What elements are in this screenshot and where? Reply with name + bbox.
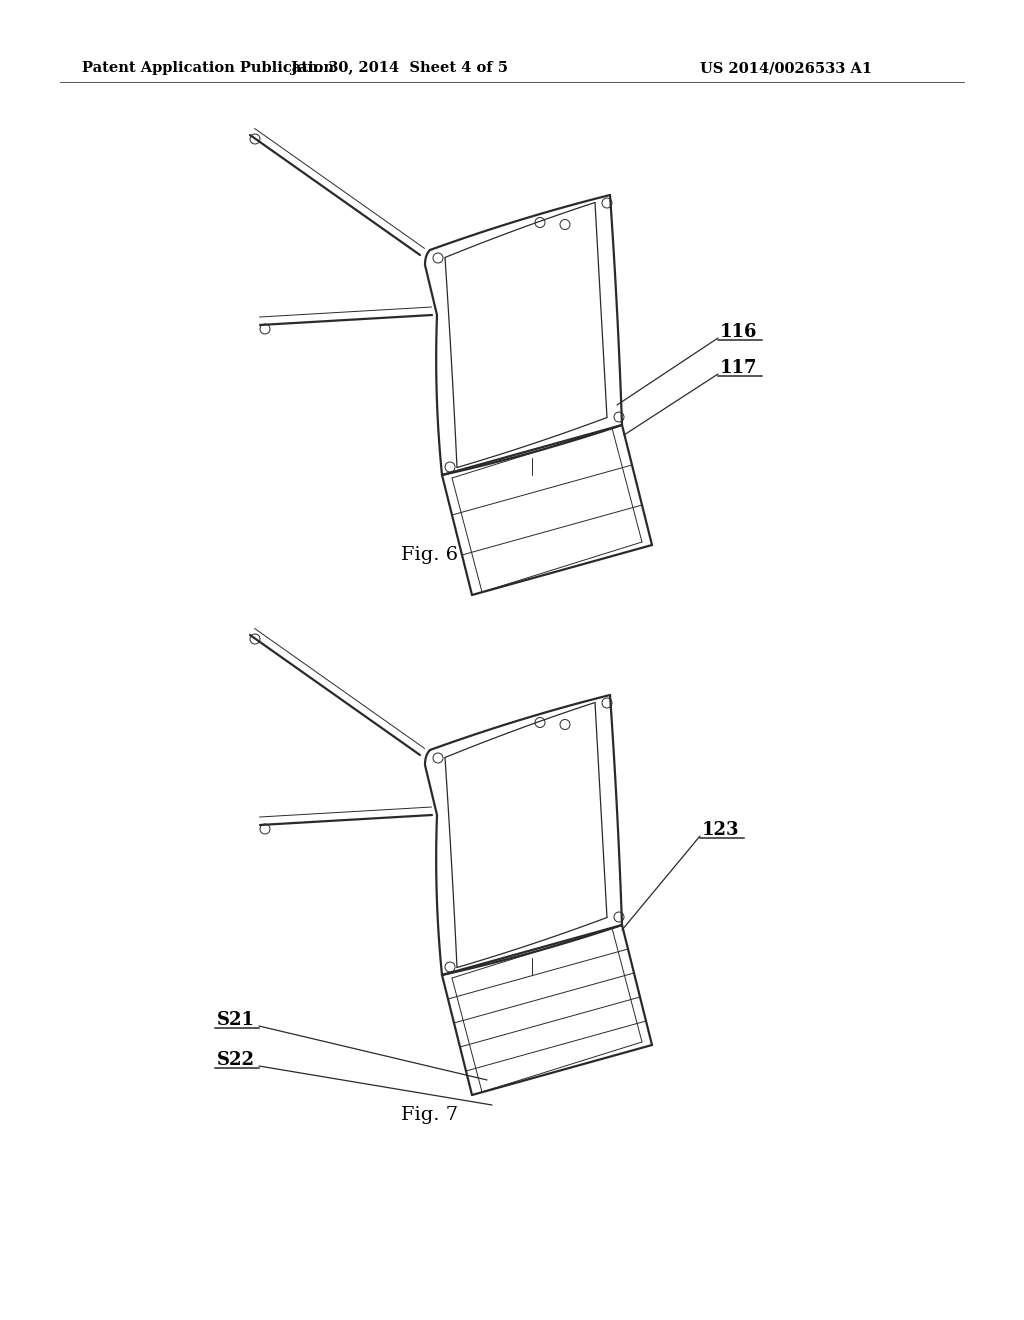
Text: 116: 116: [720, 323, 758, 341]
Text: Fig. 6: Fig. 6: [401, 546, 459, 564]
Text: Fig. 7: Fig. 7: [401, 1106, 459, 1125]
Text: 117: 117: [720, 359, 758, 378]
Text: S22: S22: [217, 1051, 255, 1069]
Text: Patent Application Publication: Patent Application Publication: [82, 61, 334, 75]
Text: US 2014/0026533 A1: US 2014/0026533 A1: [700, 61, 872, 75]
Text: 123: 123: [702, 821, 739, 840]
Text: S21: S21: [217, 1011, 255, 1030]
Text: Jan. 30, 2014  Sheet 4 of 5: Jan. 30, 2014 Sheet 4 of 5: [292, 61, 509, 75]
